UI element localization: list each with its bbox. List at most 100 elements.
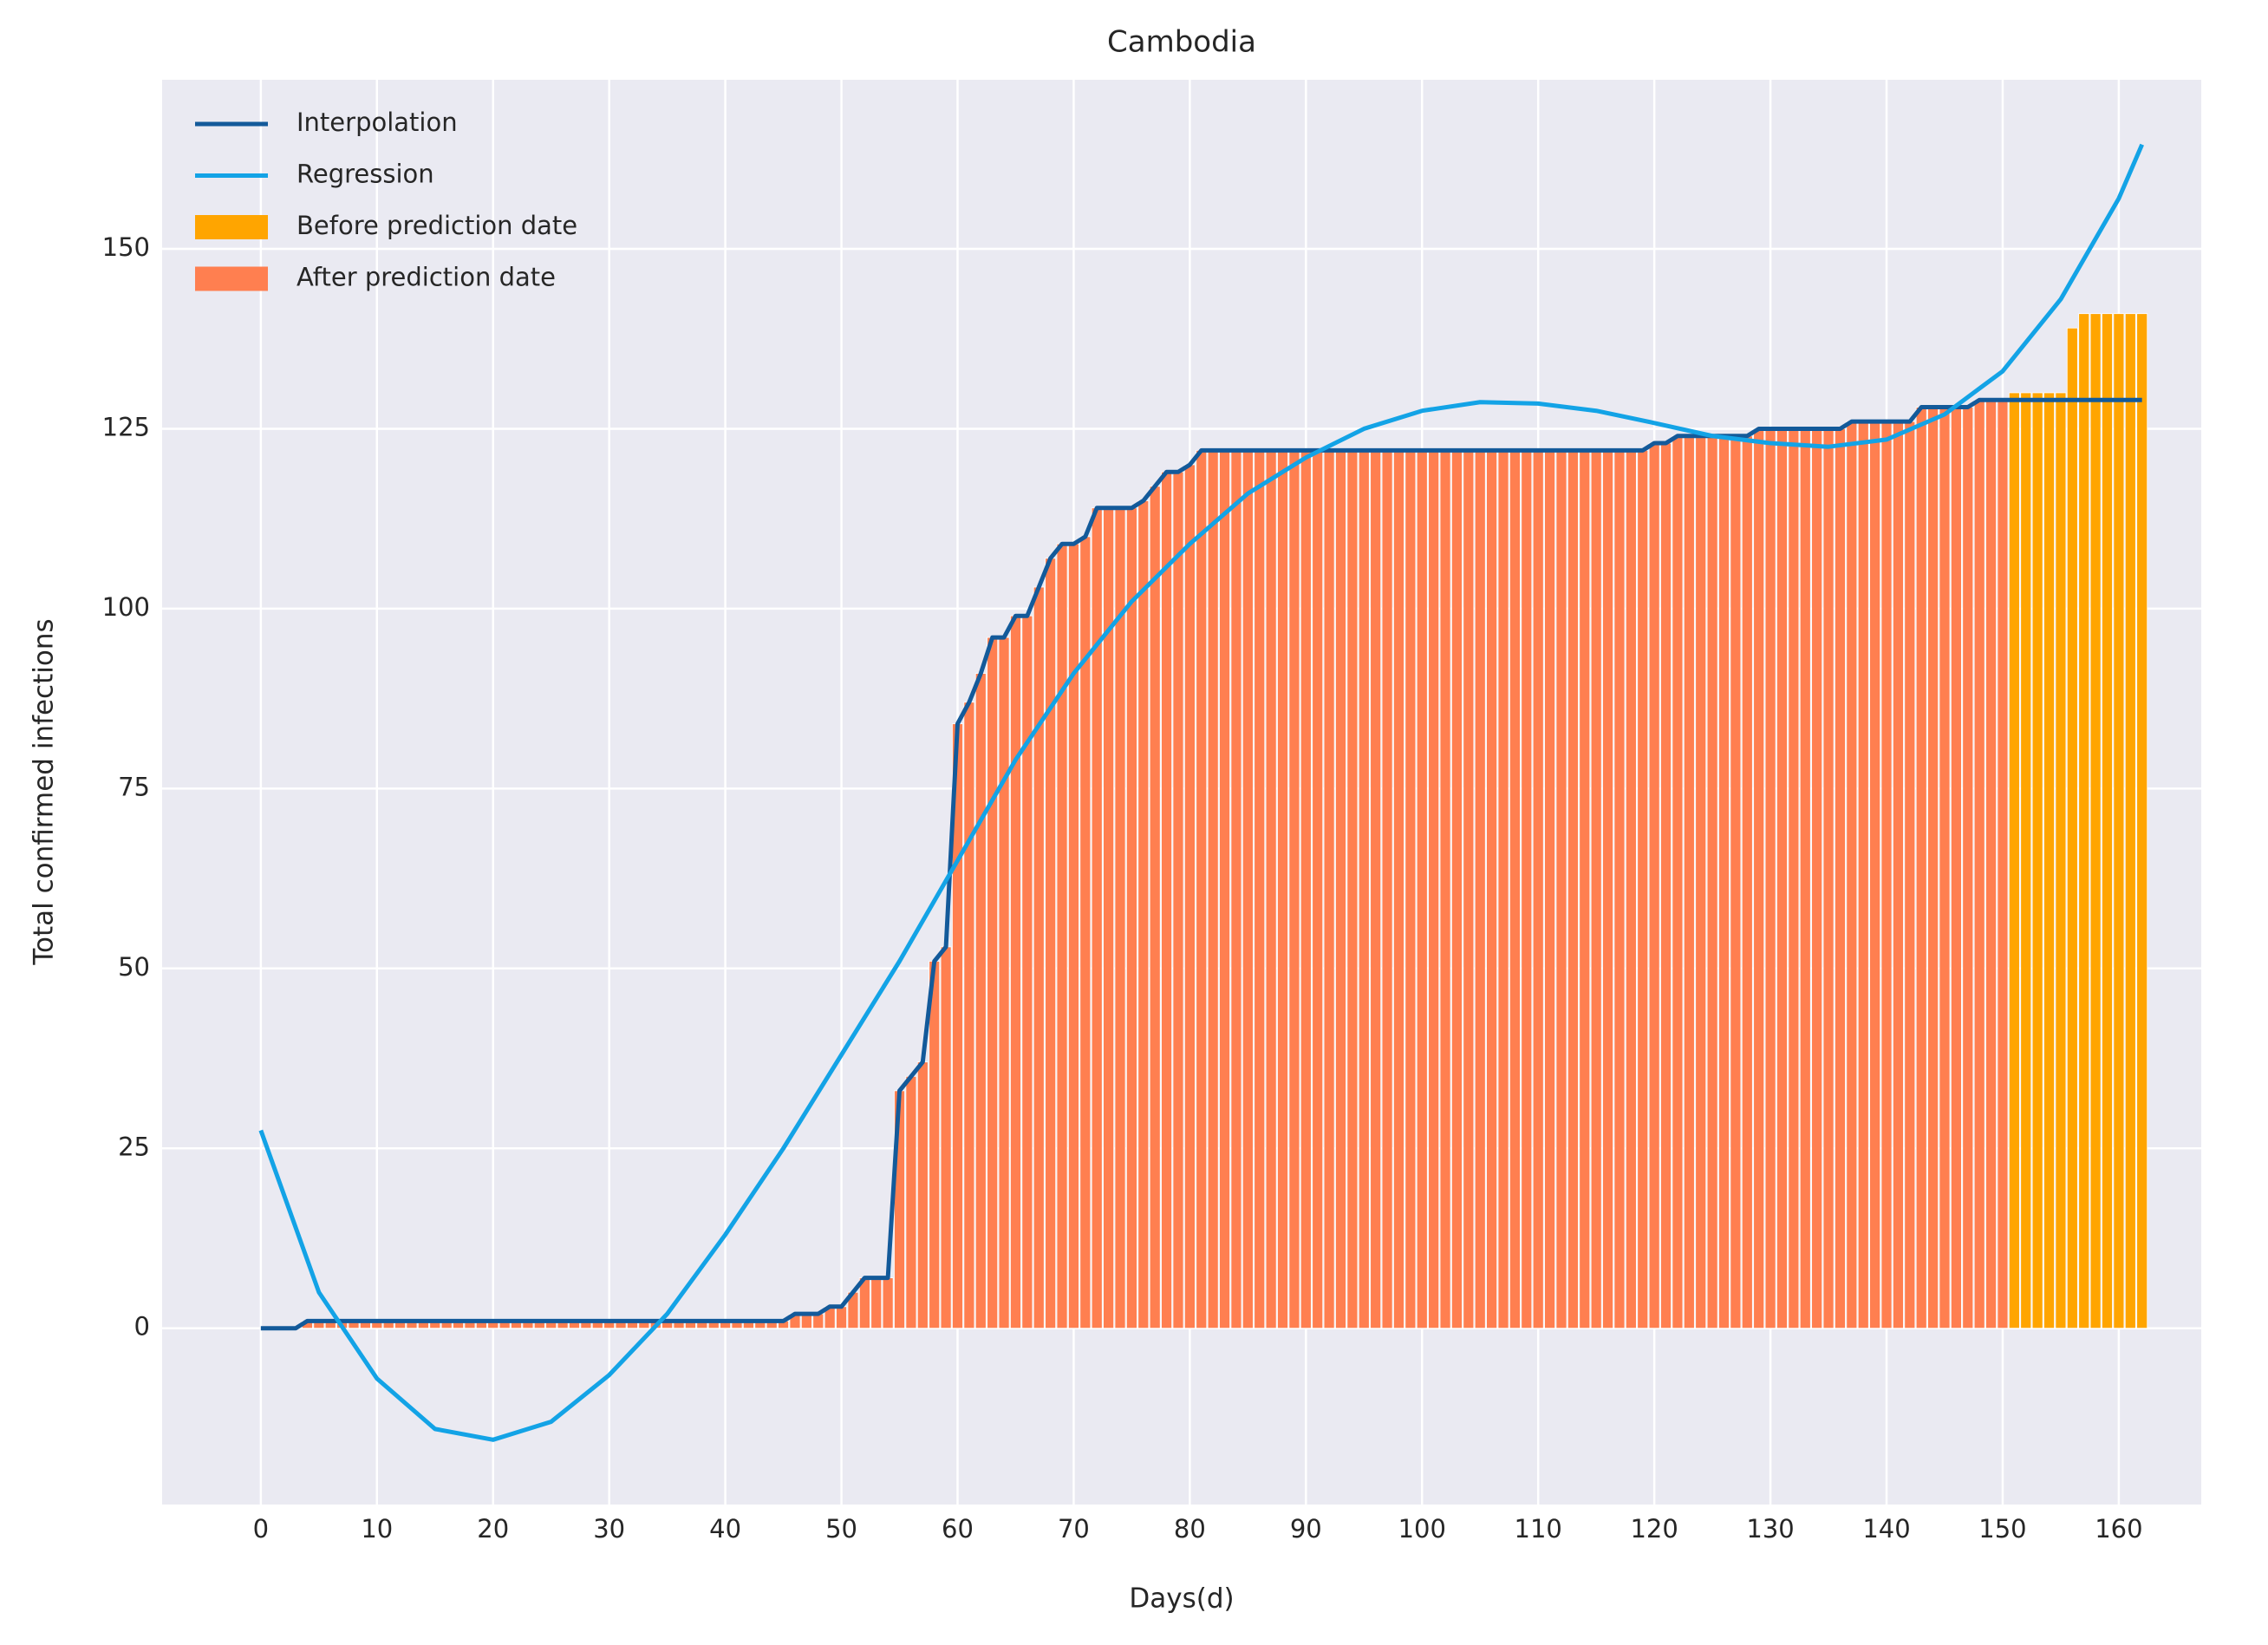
bar [974, 673, 987, 1329]
bar [1753, 428, 1765, 1329]
bar [1474, 449, 1486, 1329]
bar [1660, 442, 1672, 1329]
bar [1973, 399, 1985, 1329]
bar [1625, 449, 1637, 1329]
bar [1125, 507, 1137, 1329]
bar [1567, 449, 1579, 1329]
legend-swatch [195, 266, 268, 291]
bar [1602, 449, 1613, 1329]
bar [1741, 435, 1753, 1329]
bar [1068, 543, 1079, 1329]
x-tick-label: 90 [1290, 1514, 1322, 1544]
bar [1312, 449, 1324, 1329]
x-tick-label: 0 [253, 1514, 269, 1544]
bar [1114, 507, 1126, 1329]
x-tick-label: 10 [361, 1514, 393, 1544]
x-tick-label: 120 [1630, 1514, 1678, 1544]
bar [1288, 449, 1300, 1329]
y-tick-label: 25 [118, 1132, 150, 1161]
legend-label: After prediction date [297, 263, 556, 292]
x-axis-label: Days(d) [1129, 1583, 1234, 1615]
bar [1381, 449, 1393, 1329]
bar [1846, 421, 1858, 1329]
bar [1033, 586, 1045, 1329]
bar [2113, 313, 2125, 1329]
bar [1532, 449, 1544, 1329]
line [260, 397, 2142, 1331]
bar [1323, 449, 1335, 1329]
legend-label: Interpolation [297, 108, 458, 137]
bar [1683, 435, 1695, 1329]
bar [1822, 428, 1835, 1329]
bar [1835, 428, 1846, 1329]
bar [2043, 392, 2055, 1329]
bar [2055, 392, 2067, 1329]
bar [1254, 449, 1266, 1329]
bar [2102, 313, 2113, 1329]
bar [1788, 428, 1800, 1329]
bar [1776, 428, 1788, 1329]
bar [2008, 392, 2020, 1329]
bar [1207, 449, 1219, 1329]
legend-swatch [195, 215, 268, 239]
bar [1613, 449, 1626, 1329]
bar [1555, 449, 1567, 1329]
bar [1869, 421, 1881, 1329]
bar [882, 1277, 894, 1329]
bar [1010, 615, 1021, 1329]
bar [1962, 407, 1974, 1329]
bar [1590, 449, 1602, 1329]
bar [1927, 407, 1939, 1329]
chart-title: Cambodia [1107, 25, 1256, 60]
bar [1277, 449, 1288, 1329]
bar [1497, 449, 1509, 1329]
bar [1196, 449, 1208, 1329]
x-tick-label: 100 [1398, 1514, 1446, 1544]
bar [1764, 428, 1776, 1329]
bar [963, 702, 975, 1329]
bar [2089, 313, 2102, 1329]
bar [1358, 449, 1370, 1329]
bar [1509, 449, 1521, 1329]
y-tick-label: 125 [102, 412, 150, 441]
bar [1904, 421, 1916, 1329]
bar [1985, 399, 1997, 1329]
bar [1416, 449, 1428, 1329]
bar [1579, 449, 1591, 1329]
y-tick-label: 0 [134, 1312, 150, 1341]
bar [2136, 313, 2148, 1329]
bar [1451, 449, 1463, 1329]
bar [1521, 449, 1533, 1329]
bar [1939, 407, 1951, 1329]
y-tick-label: 50 [118, 952, 150, 982]
bar [1880, 421, 1893, 1329]
bar [2031, 392, 2043, 1329]
x-tick-label: 30 [593, 1514, 625, 1544]
x-tick-label: 40 [709, 1514, 741, 1544]
bar [1161, 471, 1173, 1329]
bar [1892, 421, 1904, 1329]
bar [1219, 449, 1230, 1329]
bar [1346, 449, 1359, 1329]
bar [1242, 449, 1254, 1329]
bar [1463, 449, 1475, 1329]
bar [1811, 428, 1823, 1329]
y-tick-label: 100 [102, 592, 150, 622]
legend-label: Before prediction date [297, 211, 577, 240]
x-tick-label: 60 [942, 1514, 974, 1544]
bar [870, 1277, 883, 1329]
bar [1045, 558, 1057, 1329]
bar [836, 1306, 847, 1329]
bar [1672, 435, 1684, 1329]
bar [1404, 449, 1417, 1329]
bar [1439, 449, 1451, 1329]
bar [1091, 507, 1103, 1329]
x-tick-label: 130 [1746, 1514, 1794, 1544]
bar [1393, 449, 1404, 1329]
bar [1335, 449, 1346, 1329]
x-tick-label: 50 [825, 1514, 857, 1544]
bar [1056, 543, 1068, 1329]
legend: Interpolation Regression Before prediction… [195, 108, 577, 292]
bar [1370, 449, 1382, 1329]
